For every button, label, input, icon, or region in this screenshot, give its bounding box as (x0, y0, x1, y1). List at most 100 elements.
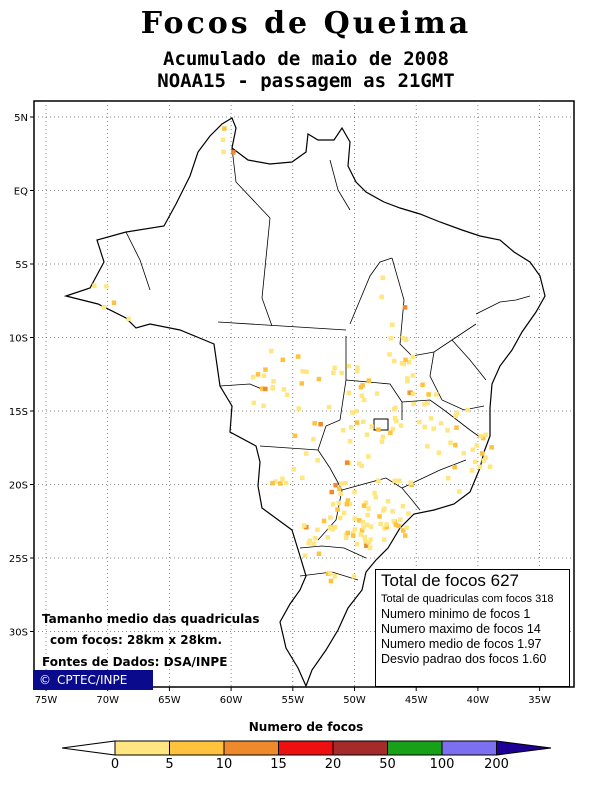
fire-cell (251, 400, 257, 406)
fire-cell (280, 476, 285, 481)
fire-cell (445, 428, 450, 433)
fire-cell (359, 463, 364, 469)
lat-tick-label: 5N (14, 113, 28, 124)
fire-cell (332, 574, 337, 579)
lon-tick-label: 65W (158, 695, 181, 706)
fire-cell (365, 512, 370, 518)
fire-cell (300, 475, 305, 481)
lon-tick-label: 50W (343, 695, 366, 706)
fire-cell (410, 391, 416, 397)
fire-cell (457, 489, 462, 494)
fire-cell (367, 545, 373, 551)
fire-cell (300, 369, 305, 374)
fire-cell (357, 461, 362, 466)
fire-cell (278, 481, 283, 486)
fire-cell (474, 443, 479, 448)
fire-cell (361, 419, 366, 424)
fire-cell (428, 416, 434, 421)
lat-tick-label: 20S (9, 481, 28, 492)
fire-cell (271, 379, 276, 384)
fire-cell (422, 402, 427, 407)
legend-label: 15 (270, 757, 287, 772)
fire-cell (299, 381, 304, 386)
fire-cell (406, 511, 411, 516)
credit-label: CPTEC/INPE (57, 673, 128, 687)
fire-cell (452, 464, 457, 470)
fire-cell (360, 520, 366, 525)
legend-title: Numero de focos (248, 720, 364, 734)
fire-cell (388, 336, 394, 341)
fire-cell (394, 418, 399, 424)
fire-cell (325, 535, 330, 540)
lon-tick-label: 35W (528, 695, 551, 706)
fire-cell (366, 540, 372, 545)
fire-cell (357, 518, 362, 523)
fire-cell (340, 428, 346, 433)
fire-cell (379, 294, 384, 300)
fire-cell (359, 393, 365, 399)
fire-cell (303, 451, 309, 456)
fire-cell (280, 357, 285, 363)
note-data-source: Fontes de Dados: DSA/INPE (42, 655, 228, 669)
fire-cell (345, 498, 351, 503)
fire-cell (354, 542, 360, 547)
federal-district (373, 418, 389, 431)
fire-cell (402, 305, 408, 310)
fire-cell (355, 368, 360, 374)
fire-cell (283, 480, 289, 486)
fire-cell (408, 390, 413, 396)
fire-cell (390, 426, 396, 432)
fire-cell (453, 442, 458, 448)
fire-cell (329, 489, 334, 495)
fire-cell (312, 421, 317, 426)
fire-cell (351, 533, 356, 538)
fire-cell (410, 373, 416, 378)
fire-cell (487, 464, 493, 469)
fire-cell (405, 376, 410, 381)
note-cell-dimensions: com focos: 28km x 28km. (50, 633, 223, 647)
fire-cell (316, 376, 322, 382)
fire-cell (384, 522, 389, 527)
fire-cell (406, 360, 412, 365)
fire-cell (269, 348, 274, 354)
fire-cell (398, 423, 404, 428)
note-cell-size: Tamanho medio das quadriculas (42, 612, 260, 626)
fire-cell (366, 506, 371, 511)
fire-cell (307, 538, 312, 543)
fire-cell (426, 392, 431, 397)
lon-tick-label: 40W (467, 695, 490, 706)
fire-cell (92, 283, 97, 289)
fire-cell (446, 475, 451, 481)
fire-cell (396, 523, 401, 529)
fire-cell (346, 363, 351, 369)
fire-cell (390, 322, 395, 327)
fire-cell (270, 480, 275, 486)
map-subtitle-satellite: NOAA15 - passagem as 21GMT (157, 70, 455, 92)
stat-cells: Total de quadriculas com focos 318 (381, 593, 554, 605)
fire-cell (436, 450, 442, 455)
fire-cell (404, 525, 409, 530)
fire-cell (316, 551, 322, 556)
fire-cell (221, 149, 226, 155)
legend-swatch (223, 740, 279, 756)
fire-cell (392, 358, 397, 364)
legend-label: 100 (430, 757, 455, 772)
fire-cell (222, 126, 227, 131)
fire-cell (260, 386, 265, 391)
fire-cells (92, 126, 494, 584)
fire-cell (327, 570, 333, 576)
fire-cell (101, 305, 107, 310)
legend-label: 5 (165, 757, 173, 772)
fire-cell (343, 480, 348, 486)
fire-cell (388, 430, 393, 436)
legend-swatch (114, 740, 170, 756)
fire-cell (352, 489, 357, 495)
fire-cell (417, 419, 422, 425)
fire-cell (420, 382, 425, 387)
lon-tick-label: 60W (220, 695, 243, 706)
legend-swatch (387, 740, 443, 756)
legend-swatch (332, 740, 388, 756)
stat-max: Numero maximo de focos 14 (381, 622, 541, 636)
fire-cell (351, 574, 357, 579)
fire-cell (391, 407, 397, 412)
